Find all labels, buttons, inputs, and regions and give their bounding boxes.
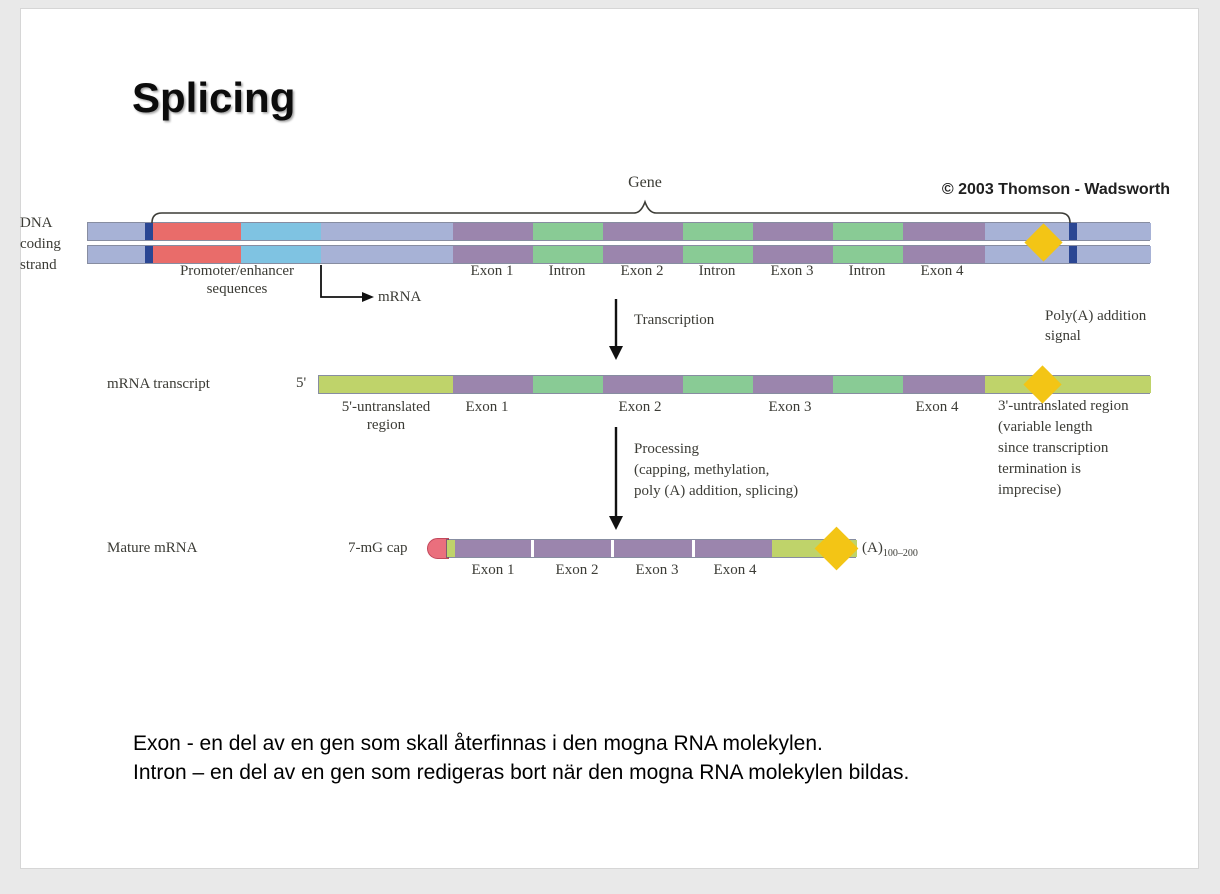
exon-3-segment xyxy=(614,540,692,557)
intron-segment xyxy=(833,246,903,263)
mature-exon4-label: Exon 4 xyxy=(713,562,757,578)
exon-2-segment xyxy=(603,376,683,393)
dna-row-label-line1: DNA xyxy=(20,215,53,231)
terminator-segment xyxy=(1069,223,1077,240)
transcription-start-segment xyxy=(145,246,153,263)
dna-row-label-line3: strand xyxy=(20,257,57,273)
flank-segment xyxy=(88,223,145,240)
exon-1-segment xyxy=(453,246,533,263)
intron-definition-text: Intron – en del av en gen som redigeras … xyxy=(133,761,910,784)
intron-segment xyxy=(683,246,753,263)
utr5-segment xyxy=(447,540,455,557)
cap-label: 7-mG cap xyxy=(348,540,408,556)
dna-exon1-label: Exon 1 xyxy=(470,263,514,279)
transcription-label: Transcription xyxy=(634,312,715,328)
five-prime-label: 5' xyxy=(296,375,307,391)
mature-exon3-label: Exon 3 xyxy=(635,562,679,578)
exon-2-segment xyxy=(603,223,683,240)
flank-segment xyxy=(1077,246,1151,263)
gene-label: Gene xyxy=(628,174,662,191)
exon-1-segment xyxy=(455,540,531,557)
polya-tail-text: (A) xyxy=(862,540,883,556)
intron-segment xyxy=(683,223,753,240)
mature-exon2-label: Exon 2 xyxy=(555,562,599,578)
promoter-label-line2: sequences xyxy=(206,281,268,297)
mrna-arrow-label: mRNA xyxy=(378,289,422,305)
dna-strand-top xyxy=(87,222,1151,241)
utr3-label-line1: 3'-untranslated region xyxy=(998,398,1129,414)
dna-intron-label: Intron xyxy=(848,263,886,279)
transcript-exon2-label: Exon 2 xyxy=(618,399,662,415)
splice-junction-segment xyxy=(692,540,695,557)
dna-intron-label: Intron xyxy=(698,263,736,279)
exon-3-segment xyxy=(753,376,833,393)
polya-signal-label-line2: signal xyxy=(1045,328,1081,344)
enhancer-segment xyxy=(241,223,321,240)
mature-row-label: Mature mRNA xyxy=(107,540,198,556)
splice-junction-segment xyxy=(611,540,614,557)
exon-4-segment xyxy=(695,540,772,557)
polya-tail-subscript: 100–200 xyxy=(882,548,918,559)
exon-1-segment xyxy=(453,376,533,393)
exon-2-segment xyxy=(534,540,611,557)
polya-signal-label-line1: Poly(A) addition xyxy=(1045,308,1147,324)
terminator-segment xyxy=(1069,246,1077,263)
dna-exon3-label: Exon 3 xyxy=(770,263,814,279)
splice-junction-segment xyxy=(531,540,534,557)
intron-segment xyxy=(533,246,603,263)
utr5-segment xyxy=(319,376,453,393)
enhancer-segment xyxy=(241,246,321,263)
dna-strand-bottom xyxy=(87,245,1151,264)
exon-1-segment xyxy=(453,223,533,240)
processing-label-line1: Processing xyxy=(634,441,699,457)
dna-intron-label: Intron xyxy=(548,263,586,279)
intron-segment xyxy=(533,376,603,393)
flank-segment xyxy=(321,246,453,263)
exon-3-segment xyxy=(753,223,833,240)
intron-segment xyxy=(683,376,753,393)
exon-4-segment xyxy=(903,223,985,240)
dna-exon4-label: Exon 4 xyxy=(920,263,964,279)
promoter-label-line1: Promoter/enhancer xyxy=(179,263,295,279)
utr3-label-line3: since transcription xyxy=(998,440,1109,456)
intron-segment xyxy=(833,223,903,240)
transcript-row-label: mRNA transcript xyxy=(107,376,210,392)
flank-segment xyxy=(88,246,145,263)
transcription-start-segment xyxy=(145,223,153,240)
transcript-exon3-label: Exon 3 xyxy=(768,399,812,415)
utr3-segment xyxy=(985,376,1151,393)
exon-3-segment xyxy=(753,246,833,263)
exon-4-segment xyxy=(903,376,985,393)
copyright-text: © 2003 Thomson - Wadsworth xyxy=(941,181,1170,198)
mature-exon1-label: Exon 1 xyxy=(471,562,515,578)
exon-definition-text: Exon - en del av en gen som skall återfi… xyxy=(133,732,823,755)
flank-segment xyxy=(321,223,453,240)
dna-row-label-line2: coding xyxy=(20,236,61,252)
dna-strand-bar xyxy=(87,222,1151,264)
exon-4-segment xyxy=(903,246,985,263)
exon-2-segment xyxy=(603,246,683,263)
mature-mrna-bar xyxy=(446,539,857,558)
slide-title: Splicing xyxy=(132,74,296,121)
utr5-label-line2: region xyxy=(366,417,406,433)
utr3-label-line4: termination is xyxy=(998,461,1081,477)
flank-segment xyxy=(1077,223,1151,240)
promoter-segment xyxy=(153,246,241,263)
dna-exon2-label: Exon 2 xyxy=(620,263,664,279)
slide xyxy=(20,8,1199,869)
processing-label-line3: poly (A) addition, splicing) xyxy=(634,483,799,499)
utr5-label-line1: 5'-untranslated xyxy=(341,399,431,415)
intron-segment xyxy=(833,376,903,393)
transcript-exon1-label: Exon 1 xyxy=(465,399,509,415)
utr3-label-line5: imprecise) xyxy=(998,482,1062,498)
processing-label-line2: (capping, methylation, xyxy=(634,462,770,478)
intron-segment xyxy=(533,223,603,240)
polya-tail-label: (A)100–200 xyxy=(862,540,918,559)
utr3-label-line2: (variable length xyxy=(998,419,1093,435)
transcript-exon4-label: Exon 4 xyxy=(915,399,959,415)
promoter-segment xyxy=(153,223,241,240)
